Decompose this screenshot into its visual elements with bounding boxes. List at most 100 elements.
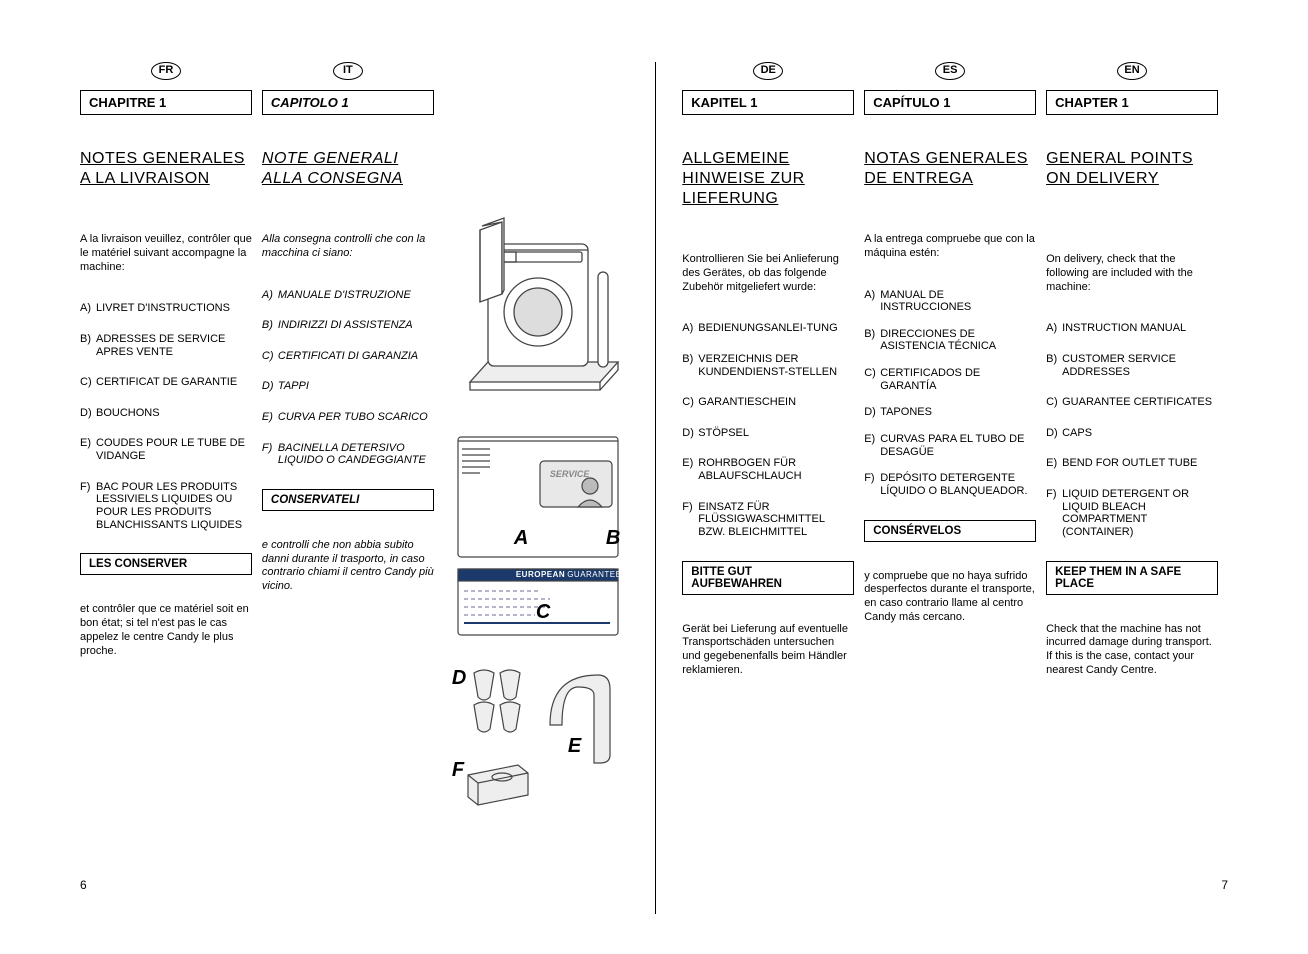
chapter-box-de: KAPITEL 1 — [682, 90, 854, 115]
chapter-box-it: CAPITOLO 1 — [262, 90, 434, 115]
page-divider — [655, 62, 656, 914]
column-en: EN CHAPTER 1 GENERAL POINTS ON DELIVERY … — [1046, 62, 1218, 914]
page-number-right: 7 — [1221, 878, 1228, 892]
chapter-box-fr: CHAPITRE 1 — [80, 90, 252, 115]
item-list-de: A)BEDIENUNGSANLEI-TUNG B)VERZEICHNIS DER… — [682, 322, 854, 538]
keep-box-es: CONSÉRVELOS — [864, 520, 1036, 542]
intro-es: A la entrega compruebe que con la máquin… — [864, 233, 1036, 261]
item-letter: B) — [262, 319, 278, 332]
figure-label-e: E — [568, 735, 581, 758]
figure-text-european: EUROPEANGUARANTEE — [516, 570, 622, 579]
item-text: DIRECCIONES DE ASISTENCIA TÉCNICA — [880, 328, 1036, 353]
item-letter: C) — [1046, 396, 1062, 409]
outro-de: Gerät bei Lieferung auf eventuelle Trans… — [682, 623, 854, 678]
lang-badge-es: ES — [935, 62, 965, 80]
illustration-column: A B C SERVICE EUROPEANGUARANTEE — [450, 62, 631, 914]
item-text: VERZEICHNIS DER KUNDENDIENST-STELLEN — [698, 353, 854, 378]
item-list-it: A)MANUALE D'ISTRUZIONE B)INDIRIZZI DI AS… — [262, 289, 434, 467]
item-letter: C) — [682, 396, 698, 409]
list-item: A)BEDIENUNGSANLEI-TUNG — [682, 322, 854, 335]
item-letter: E) — [864, 433, 880, 458]
figure-label-a: A — [514, 527, 528, 550]
list-item: F)LIQUID DETERGENT OR LIQUID BLEACH COMP… — [1046, 488, 1218, 539]
item-letter: A) — [682, 322, 698, 335]
list-item: D)STÖPSEL — [682, 427, 854, 440]
keep-box-de: BITTE GUT AUFBEWAHREN — [682, 561, 854, 595]
manual-spread: FR CHAPITRE 1 NOTES GENERALES A LA LIVRA… — [0, 0, 1308, 954]
chapter-box-en: CHAPTER 1 — [1046, 90, 1218, 115]
outro-es: y compruebe que no haya sufrido desperfe… — [864, 570, 1036, 625]
item-letter: D) — [262, 380, 278, 393]
item-text: BACINELLA DETERSIVO LIQUIDO O CANDEGGIAN… — [278, 442, 434, 467]
intro-fr: A la livraison veuillez, contrôler que l… — [80, 233, 252, 274]
figure-label-b: B — [606, 527, 620, 550]
figure-washing-machine — [450, 212, 631, 407]
item-text: TAPPI — [278, 380, 434, 393]
item-text: STÖPSEL — [698, 427, 854, 440]
figure-text-guarantee: GUARANTEE — [567, 570, 621, 579]
item-letter: D) — [864, 406, 880, 419]
item-text: BEND FOR OUTLET TUBE — [1062, 457, 1218, 470]
list-item: A)MANUAL DE INSTRUCCIONES — [864, 289, 1036, 314]
keep-box-fr: LES CONSERVER — [80, 553, 252, 575]
list-item: C)CERTIFICAT DE GARANTIE — [80, 376, 252, 389]
item-letter: C) — [864, 367, 880, 392]
list-item: F)BAC POUR LES PRODUITS LESSIVIELS LIQUI… — [80, 481, 252, 532]
item-letter: F) — [1046, 488, 1062, 539]
column-es: ES CAPÍTULO 1 NOTAS GENERALES DE ENTREGA… — [864, 62, 1036, 914]
list-item: A)INSTRUCTION MANUAL — [1046, 322, 1218, 335]
outro-it: e controlli che non abbia subito danni d… — [262, 539, 434, 594]
list-item: B)DIRECCIONES DE ASISTENCIA TÉCNICA — [864, 328, 1036, 353]
item-letter: B) — [1046, 353, 1062, 378]
lang-badge-en: EN — [1117, 62, 1147, 80]
list-item: B)ADRESSES DE SERVICE APRES VENTE — [80, 333, 252, 358]
item-text: CERTIFICADOS DE GARANTÍA — [880, 367, 1036, 392]
intro-it: Alla consegna controlli che con la macch… — [262, 233, 434, 261]
section-title-fr: NOTES GENERALES A LA LIVRAISON — [80, 149, 252, 189]
item-text: CURVA PER TUBO SCARICO — [278, 411, 434, 424]
item-text: TAPONES — [880, 406, 1036, 419]
column-fr: FR CHAPITRE 1 NOTES GENERALES A LA LIVRA… — [80, 62, 252, 914]
item-letter: F) — [682, 501, 698, 539]
page-number-left: 6 — [80, 878, 87, 892]
item-letter: F) — [864, 472, 880, 497]
list-item: A)LIVRET D'INSTRUCTIONS — [80, 302, 252, 315]
item-text: ADRESSES DE SERVICE APRES VENTE — [96, 333, 252, 358]
item-text: CURVAS PARA EL TUBO DE DESAGÜE — [880, 433, 1036, 458]
item-letter: A) — [1046, 322, 1062, 335]
list-item: E)BEND FOR OUTLET TUBE — [1046, 457, 1218, 470]
outro-en: Check that the machine has not incurred … — [1046, 623, 1218, 678]
item-letter: D) — [80, 407, 96, 420]
intro-de: Kontrollieren Sie bei Anlieferung des Ge… — [682, 253, 854, 294]
section-title-de: ALLGEMEINE HINWEISE ZUR LIEFERUNG — [682, 149, 854, 209]
list-item: B)CUSTOMER SERVICE ADDRESSES — [1046, 353, 1218, 378]
list-item: C)GUARANTEE CERTIFICATES — [1046, 396, 1218, 409]
item-letter: B) — [80, 333, 96, 358]
item-text: GARANTIESCHEIN — [698, 396, 854, 409]
list-item: B)VERZEICHNIS DER KUNDENDIENST-STELLEN — [682, 353, 854, 378]
lang-badge-fr: FR — [151, 62, 181, 80]
figure-label-c: C — [536, 601, 550, 624]
intro-en: On delivery, check that the following ar… — [1046, 253, 1218, 294]
lang-badge-it: IT — [333, 62, 363, 80]
item-text: CUSTOMER SERVICE ADDRESSES — [1062, 353, 1218, 378]
item-text: DEPÓSITO DETERGENTE LÍQUIDO O BLANQUEADO… — [880, 472, 1036, 497]
item-text: MANUAL DE INSTRUCCIONES — [880, 289, 1036, 314]
item-text: CAPS — [1062, 427, 1218, 440]
item-letter: E) — [80, 437, 96, 462]
figure-documents: A B C SERVICE EUROPEANGUARANTEE — [450, 431, 631, 641]
keep-box-it: CONSERVATELI — [262, 489, 434, 511]
item-text: COUDES POUR LE TUBE DE VIDANGE — [96, 437, 252, 462]
section-title-it: NOTE GENERALI ALLA CONSEGNA — [262, 149, 434, 189]
item-text: CERTIFICATI DI GARANZIA — [278, 350, 434, 363]
outro-fr: et contrôler que ce matériel soit en bon… — [80, 603, 252, 658]
list-item: C)CERTIFICATI DI GARANZIA — [262, 350, 434, 363]
figure-label-d: D — [452, 667, 466, 690]
item-text: INDIRIZZI DI ASSISTENZA — [278, 319, 434, 332]
list-item: E)ROHRBOGEN FÜR ABLAUFSCHLAUCH — [682, 457, 854, 482]
list-item: D)TAPONES — [864, 406, 1036, 419]
item-list-fr: A)LIVRET D'INSTRUCTIONS B)ADRESSES DE SE… — [80, 302, 252, 531]
item-text: INSTRUCTION MANUAL — [1062, 322, 1218, 335]
list-item: D)TAPPI — [262, 380, 434, 393]
item-letter: C) — [80, 376, 96, 389]
